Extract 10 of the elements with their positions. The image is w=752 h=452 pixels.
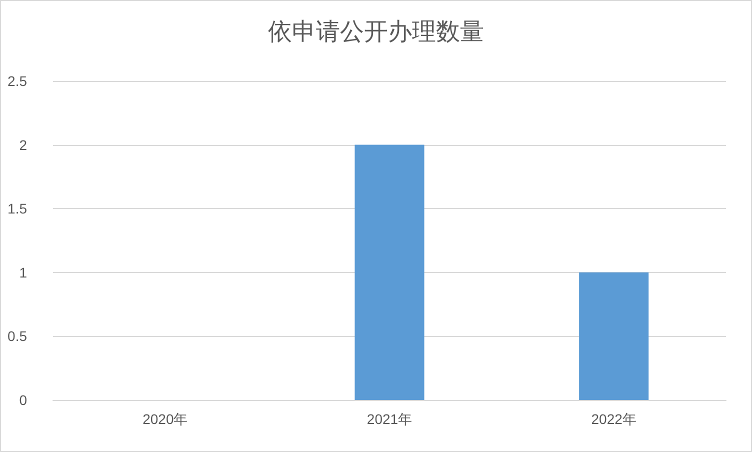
x-tick-label: 2021年: [366, 411, 412, 427]
x-tick-label: 2020年: [142, 411, 188, 427]
y-tick-label: 2.5: [8, 73, 28, 89]
chart-title: 依申请公开办理数量: [268, 18, 484, 46]
y-tick-label: 1: [19, 264, 28, 280]
y-tick-label: 0: [19, 392, 28, 408]
y-tick-label: 0.5: [8, 328, 28, 344]
x-tick-label: 2022年: [591, 411, 636, 427]
y-tick-label: 2: [19, 136, 28, 153]
y-tick-label: 1.5: [8, 200, 28, 217]
